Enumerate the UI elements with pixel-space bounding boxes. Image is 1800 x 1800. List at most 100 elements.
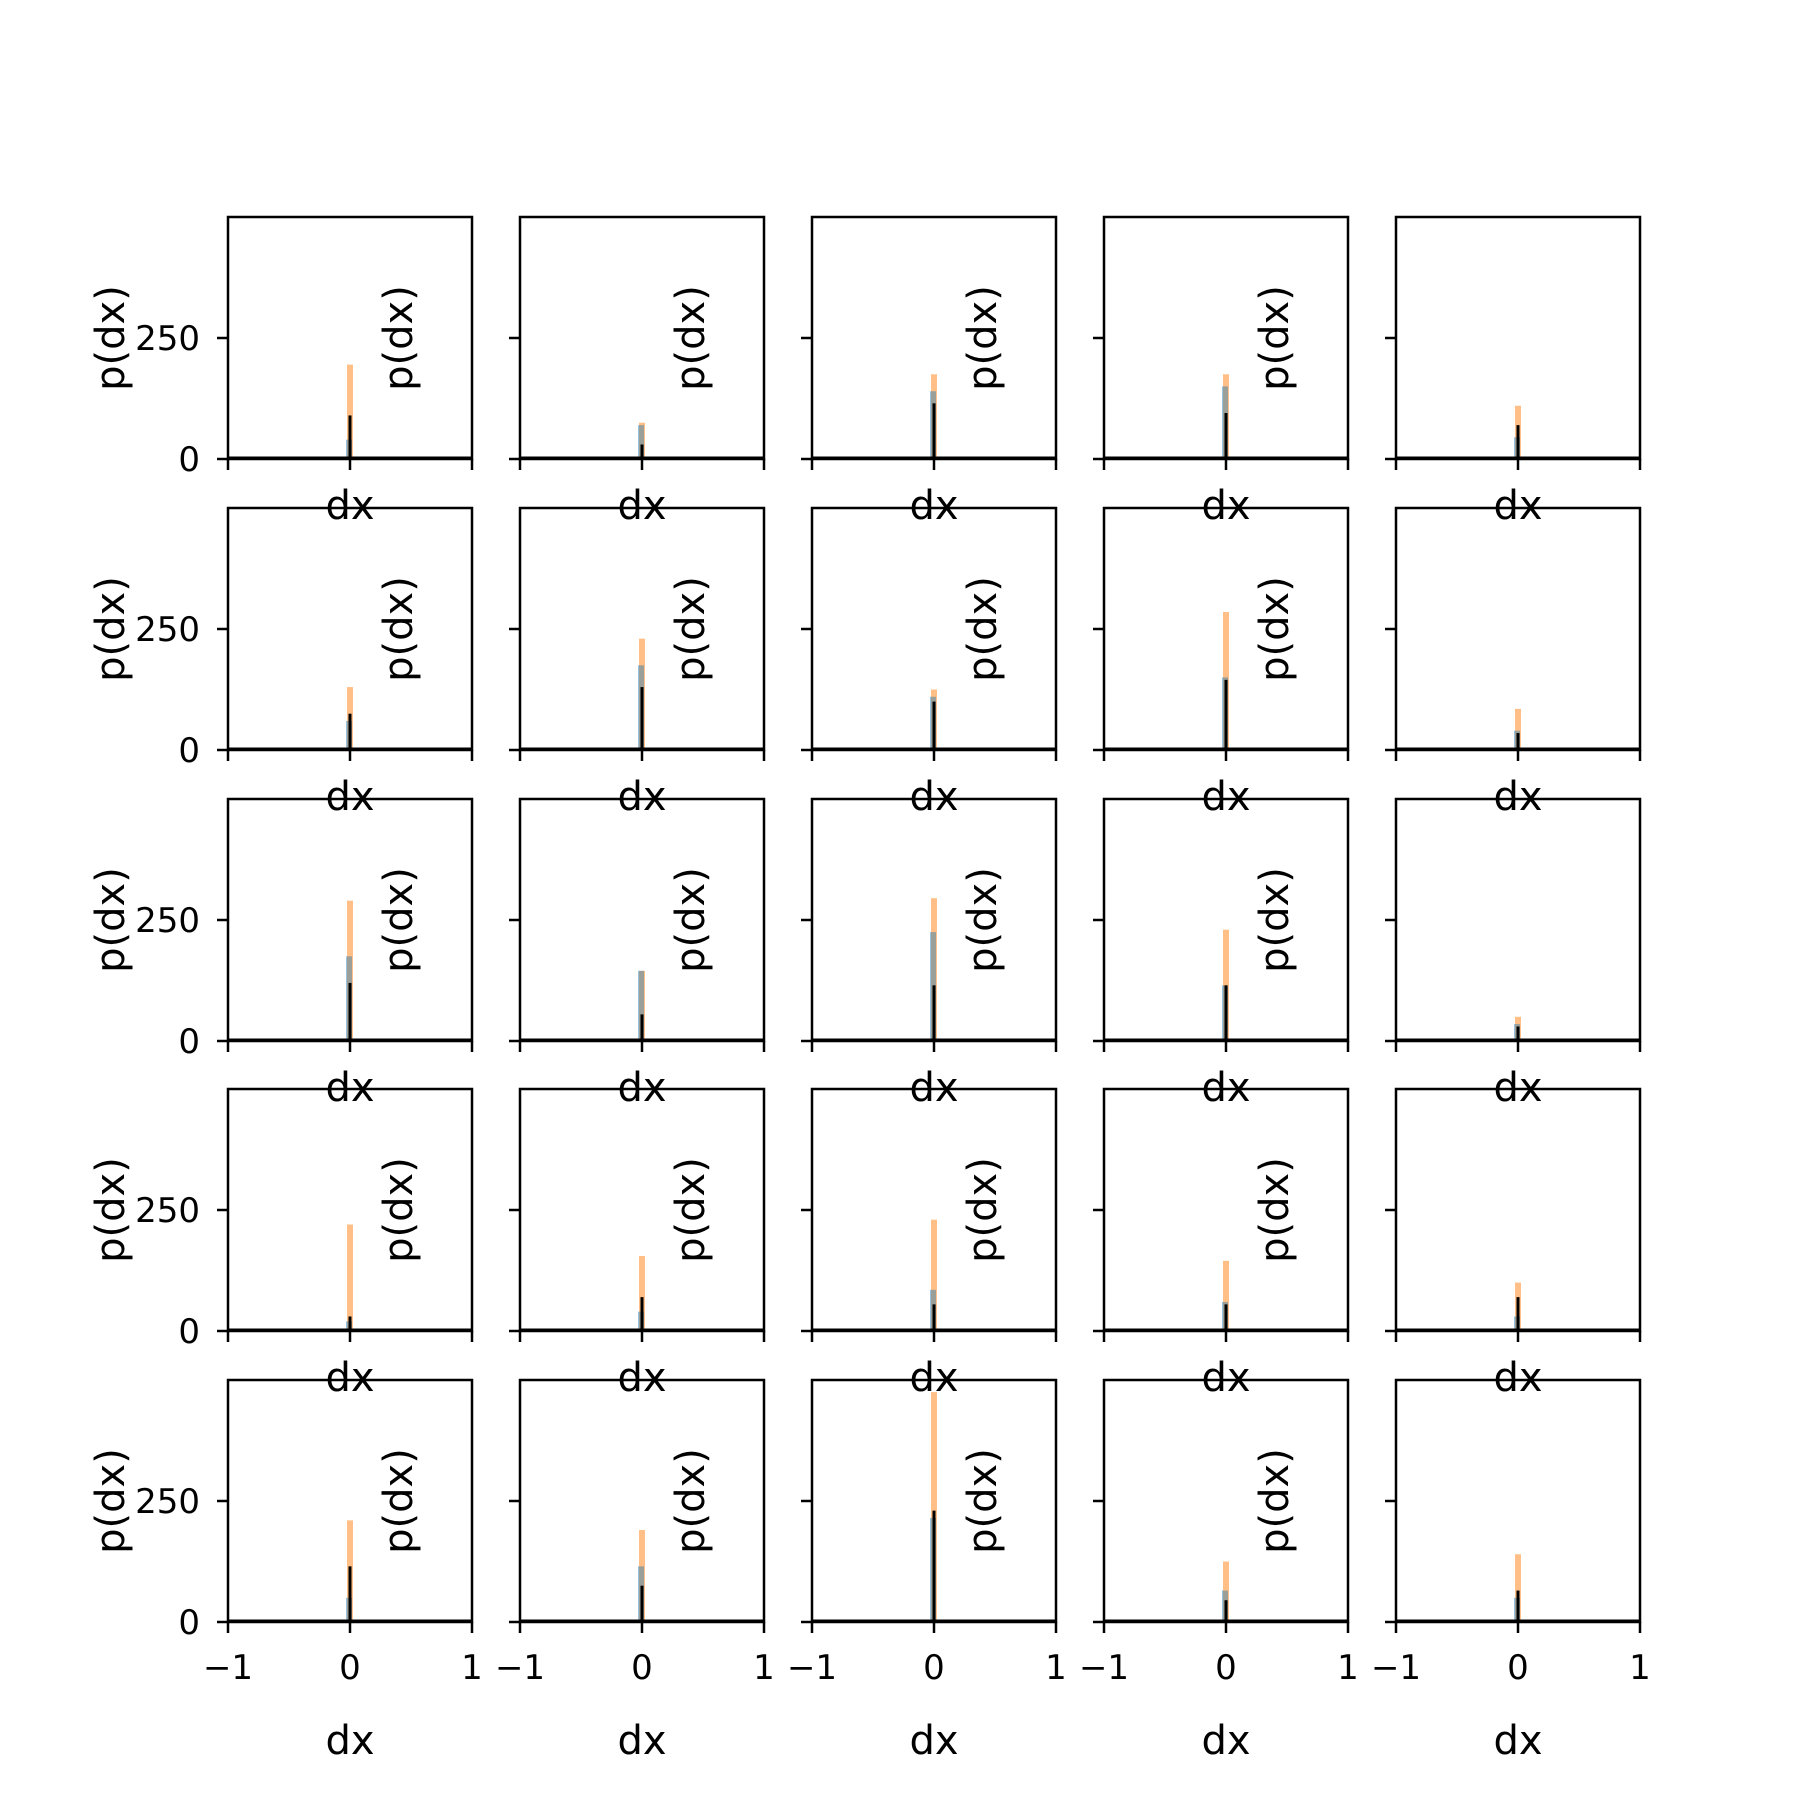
x-tick-label: −1 xyxy=(495,1648,545,1688)
x-axis-label: dx xyxy=(617,483,666,529)
subplot-panel-5: p(dx) dx xyxy=(1252,215,1642,529)
x-tick-label: −1 xyxy=(203,1648,253,1688)
orange-histogram-bar xyxy=(639,422,645,459)
x-axis-label: dx xyxy=(1201,1355,1250,1401)
y-tick-label: 250 xyxy=(135,319,200,359)
x-tick-label: 1 xyxy=(1337,1648,1359,1688)
x-tick-label: 0 xyxy=(631,1648,653,1688)
x-axis-label: dx xyxy=(617,774,666,820)
subplot-panel-12: p(dx)dx xyxy=(376,797,766,1111)
subplot-panel-19: p(dx) dx xyxy=(960,1087,1350,1401)
y-axis-label: p(dx) xyxy=(1252,1157,1298,1263)
y-tick-label: 250 xyxy=(135,901,200,941)
orange-histogram-bar xyxy=(347,900,353,1041)
y-axis-label: p(dx) xyxy=(1252,285,1298,391)
y-axis-label: p(dx) xyxy=(88,285,134,391)
x-axis-label: dx xyxy=(1493,483,1542,529)
y-axis-label: p(dx) xyxy=(88,1157,134,1263)
y-axis-label: p(dx) xyxy=(88,1448,134,1554)
y-axis-label: p(dx) xyxy=(376,1157,422,1263)
subplot-panel-15: p(dx)dx xyxy=(1252,797,1642,1111)
x-tick-label: 1 xyxy=(1045,1648,1067,1688)
y-axis-label: p(dx) xyxy=(376,867,422,973)
x-tick-label: −1 xyxy=(1371,1648,1421,1688)
x-tick-label: −1 xyxy=(787,1648,837,1688)
x-tick-label: 0 xyxy=(339,1648,361,1688)
orange-histogram-bar xyxy=(1223,1260,1229,1331)
x-axis-label: dx xyxy=(1201,774,1250,820)
x-tick-label: 1 xyxy=(1629,1648,1651,1688)
y-axis-label: p(dx) xyxy=(668,285,714,391)
orange-histogram-bar xyxy=(1223,929,1229,1041)
subplot-panel-18: p(dx)dx xyxy=(668,1087,1058,1401)
y-axis-label: p(dx) xyxy=(376,285,422,391)
y-axis-label: p(dx) xyxy=(668,867,714,973)
subplot-panels: 0250p(dx)dxp(dx)dxp(dx)dxp(dx)dxp(dx)dx0… xyxy=(88,215,1651,1764)
y-tick-label: 0 xyxy=(178,1312,200,1352)
x-tick-label: 0 xyxy=(1507,1648,1529,1688)
orange-histogram-bar xyxy=(639,1530,645,1622)
y-tick-label: 0 xyxy=(178,1022,200,1062)
orange-histogram-bar xyxy=(639,970,645,1041)
x-axis-label: dx xyxy=(909,483,958,529)
x-axis-label: dx xyxy=(909,1718,958,1764)
subplot-panel-23: −1 0 1 p(dx) dx xyxy=(668,1378,1067,1764)
x-tick-label: −1 xyxy=(1079,1648,1129,1688)
orange-histogram-bar xyxy=(931,1392,937,1622)
y-axis-label: p(dx) xyxy=(1252,576,1298,682)
y-axis-label: p(dx) xyxy=(960,576,1006,682)
y-axis-label: p(dx) xyxy=(88,867,134,973)
y-axis-label: p(dx) xyxy=(1252,867,1298,973)
subplot-panel-10: p(dx) dx xyxy=(1252,506,1642,820)
orange-histogram-bar xyxy=(1515,708,1521,750)
x-axis-label: dx xyxy=(325,1355,374,1401)
subplot-panel-7: p(dx) dx xyxy=(376,506,766,820)
subplot-panel-24: −1 0 1 p(dx) dx xyxy=(960,1378,1359,1764)
x-axis-label: dx xyxy=(1493,1355,1542,1401)
subplot-panel-8: p(dx) dx xyxy=(668,506,1058,820)
y-tick-label: 0 xyxy=(178,731,200,771)
subplot-panel-20: p(dx) dx xyxy=(1252,1087,1642,1401)
orange-histogram-bar xyxy=(931,898,937,1041)
y-axis-label: p(dx) xyxy=(1252,1448,1298,1554)
y-tick-label: 0 xyxy=(178,440,200,480)
x-axis-label: dx xyxy=(325,774,374,820)
blue-histogram-bar xyxy=(638,425,644,459)
x-tick-label: 0 xyxy=(1215,1648,1237,1688)
x-axis-label: dx xyxy=(617,1718,666,1764)
y-axis-label: p(dx) xyxy=(376,576,422,682)
y-axis-label: p(dx) xyxy=(88,576,134,682)
x-axis-label: dx xyxy=(1201,1718,1250,1764)
orange-histogram-bar xyxy=(347,364,353,459)
axes-frame xyxy=(1394,797,1642,1043)
y-axis-label: p(dx) xyxy=(668,1157,714,1263)
orange-histogram-bar xyxy=(931,1219,937,1331)
x-tick-label: 1 xyxy=(753,1648,775,1688)
orange-histogram-bar xyxy=(347,1224,353,1331)
y-axis-label: p(dx) xyxy=(668,576,714,682)
subplot-panel-3: p(dx) dx xyxy=(668,215,1058,529)
subplot-panel-9: p(dx) dx xyxy=(960,506,1350,820)
x-axis-label: dx xyxy=(325,483,374,529)
x-axis-label: dx xyxy=(1201,483,1250,529)
x-tick-label: 0 xyxy=(923,1648,945,1688)
y-axis-label: p(dx) xyxy=(960,867,1006,973)
subplot-panel-14: p(dx)dx xyxy=(960,797,1350,1111)
subplot-panel-4: p(dx) dx xyxy=(960,215,1350,529)
x-tick-label: 1 xyxy=(461,1648,483,1688)
orange-histogram-bar xyxy=(1223,1561,1229,1622)
subplot-panel-25: −1 0 1 p(dx) dx xyxy=(1252,1378,1651,1764)
subplot-panel-22: −1 0 1 p(dx) dx xyxy=(376,1378,775,1764)
x-axis-label: dx xyxy=(325,1718,374,1764)
subplot-panel-13: p(dx)dx xyxy=(668,797,1058,1111)
x-axis-label: dx xyxy=(1493,774,1542,820)
x-axis-label: dx xyxy=(1493,1718,1542,1764)
y-axis-label: p(dx) xyxy=(960,1157,1006,1263)
y-tick-label: 250 xyxy=(135,610,200,650)
subplot-panel-2: p(dx) dx xyxy=(376,215,766,529)
y-axis-label: p(dx) xyxy=(960,1448,1006,1554)
